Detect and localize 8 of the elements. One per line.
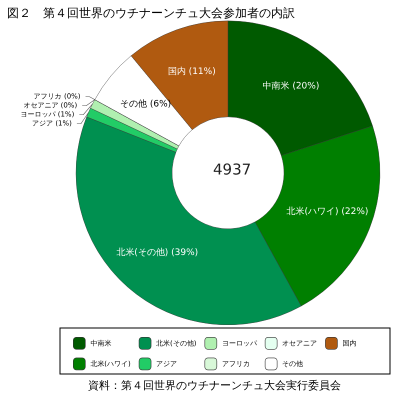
text: 4937 [213, 160, 252, 178]
data-label: 北米(ハワイ) (22%) [286, 206, 368, 218]
text: 資料：第４回世界のウチナーンチュ大会実行委員会 [88, 379, 341, 392]
chart-title: 図２ 第４回世界のウチナーンチュ大会参加者の内訳 [7, 6, 295, 20]
data-label: その他 (6%) [120, 98, 172, 110]
data-label: 中南米 (20%) [262, 80, 320, 92]
data-label: 北米(その他) (39%) [116, 247, 198, 258]
data-label: 国内 (11%) [168, 66, 216, 78]
